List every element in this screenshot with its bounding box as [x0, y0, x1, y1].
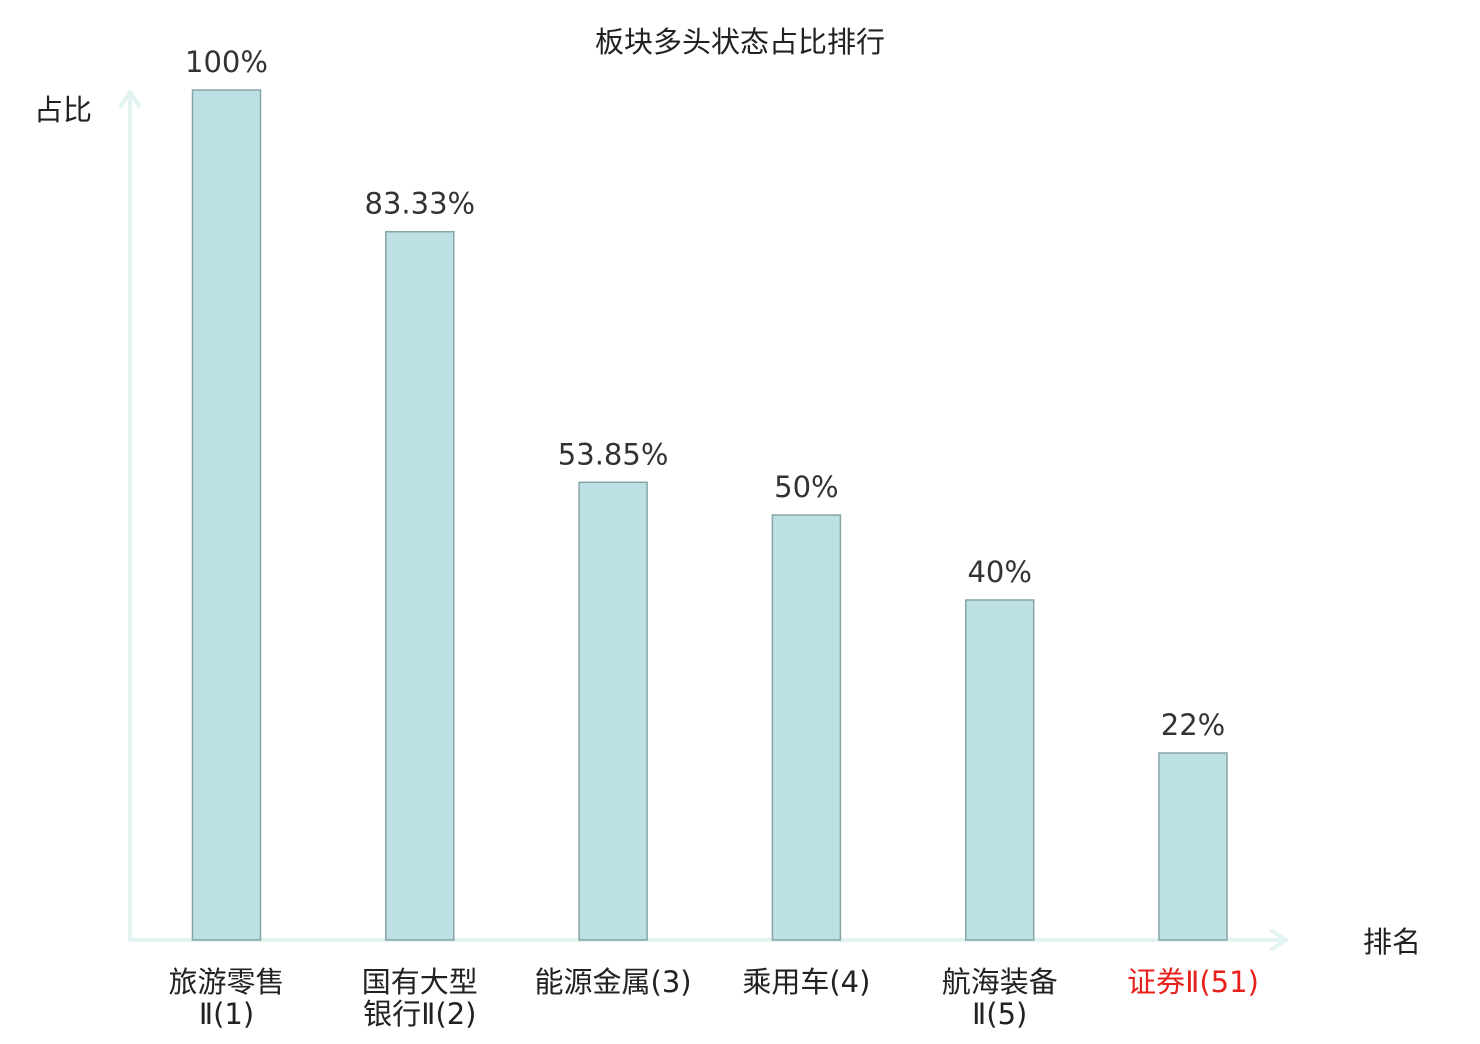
category-label-line: 国有大型	[362, 965, 478, 999]
bar	[191, 89, 262, 941]
category-label: 航海装备 Ⅱ(5)	[942, 965, 1058, 1031]
category-label: 能源金属(3)	[535, 965, 692, 999]
x-axis-title: 排名	[1363, 925, 1421, 959]
y-axis-title: 占比	[34, 93, 92, 127]
chart-title: 板块多头状态占比排行	[595, 25, 885, 59]
category-label-line: 乘用车(4)	[742, 965, 870, 999]
bar-value-label: 50%	[774, 470, 838, 504]
bar	[771, 514, 842, 941]
category-label-line: 证券Ⅱ(51)	[1127, 965, 1259, 999]
category-label-line: 银行Ⅱ(2)	[363, 997, 476, 1031]
category-label-line: 旅游零售	[168, 965, 284, 999]
category-label: 旅游零售 Ⅱ(1)	[168, 965, 284, 1031]
category-label-line: 航海装备	[942, 965, 1058, 999]
value-labels-group: 100% 83.33% 53.85% 50% 40% 22%	[185, 45, 1225, 742]
bar	[385, 230, 455, 941]
bar	[964, 599, 1035, 941]
category-label: 国有大型银行Ⅱ(2)	[362, 965, 478, 1031]
bars-group	[191, 89, 1228, 941]
bar	[578, 481, 648, 941]
bar-value-label: 83.33%	[365, 187, 476, 221]
bar-value-label: 53.85%	[558, 437, 669, 471]
category-label-line: Ⅱ(1)	[199, 997, 254, 1031]
category-labels-group: 旅游零售 Ⅱ(1) 国有大型银行Ⅱ(2) 能源金属(3) 乘用车(4) 航海装备 Ⅱ(5) 证…	[168, 965, 1258, 1031]
category-label: 证券Ⅱ(51)	[1127, 965, 1259, 999]
axes	[119, 90, 1288, 951]
bar-value-label: 22%	[1161, 708, 1225, 742]
category-label-line: Ⅱ(5)	[972, 997, 1027, 1031]
bar-value-label: 100%	[185, 45, 268, 79]
category-label-line: 能源金属(3)	[535, 965, 692, 999]
bar-value-label: 40%	[967, 555, 1031, 589]
bar	[1158, 752, 1228, 941]
x-axis-arrowhead	[1270, 929, 1288, 951]
y-axis-arrowhead	[119, 90, 141, 108]
category-label: 乘用车(4)	[742, 965, 870, 999]
